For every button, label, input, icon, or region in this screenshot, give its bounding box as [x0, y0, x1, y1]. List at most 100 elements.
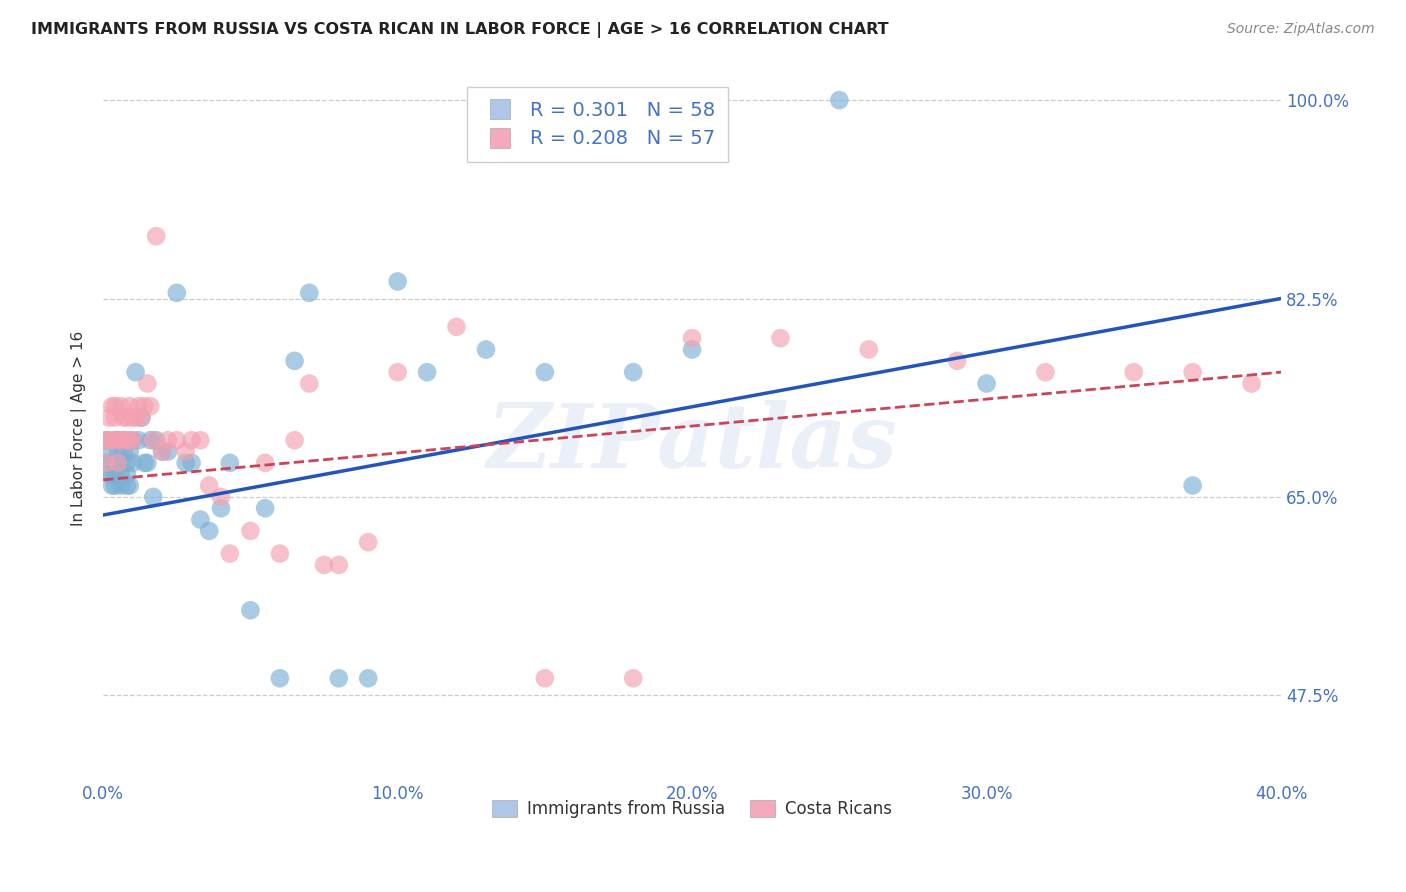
Point: [98, 434, 121, 448]
Point: [131, 410, 153, 425]
Point: [101, 399, 124, 413]
Text: Source: ZipAtlas.com: Source: ZipAtlas.com: [1227, 22, 1375, 37]
Point: [115, 434, 138, 448]
Point: [107, 434, 129, 448]
Point: [1240, 376, 1263, 391]
Point: [121, 456, 143, 470]
Point: [98, 467, 121, 482]
Point: [180, 456, 202, 470]
Point: [387, 365, 409, 379]
Point: [107, 456, 129, 470]
Point: [209, 490, 232, 504]
Point: [110, 456, 132, 470]
Point: [198, 524, 221, 538]
Point: [118, 444, 141, 458]
Point: [107, 444, 129, 458]
Point: [104, 410, 127, 425]
Point: [218, 547, 240, 561]
Point: [190, 512, 212, 526]
Point: [284, 434, 307, 448]
Point: [156, 444, 179, 458]
Legend: Immigrants from Russia, Costa Ricans: Immigrants from Russia, Costa Ricans: [485, 793, 898, 825]
Point: [110, 467, 132, 482]
Point: [139, 434, 162, 448]
Point: [107, 434, 129, 448]
Point: [118, 399, 141, 413]
Point: [254, 456, 277, 470]
Point: [328, 671, 350, 685]
Point: [121, 434, 143, 448]
Point: [416, 365, 439, 379]
Point: [136, 456, 159, 470]
Point: [142, 434, 165, 448]
Point: [239, 603, 262, 617]
Point: [681, 343, 703, 357]
Text: ZIPatlas: ZIPatlas: [486, 400, 897, 486]
Point: [96, 434, 118, 448]
Point: [104, 399, 127, 413]
Point: [96, 456, 118, 470]
Point: [145, 434, 167, 448]
Point: [101, 467, 124, 482]
Point: [124, 365, 146, 379]
Point: [131, 410, 153, 425]
Point: [180, 434, 202, 448]
Point: [298, 285, 321, 300]
Point: [269, 547, 291, 561]
Point: [104, 478, 127, 492]
Point: [1181, 365, 1204, 379]
Point: [98, 410, 121, 425]
Point: [98, 444, 121, 458]
Point: [128, 399, 150, 413]
Point: [976, 376, 998, 391]
Point: [534, 671, 557, 685]
Point: [357, 535, 380, 549]
Point: [475, 343, 498, 357]
Point: [104, 434, 127, 448]
Point: [254, 501, 277, 516]
Point: [115, 478, 138, 492]
Point: [166, 285, 188, 300]
Text: IMMIGRANTS FROM RUSSIA VS COSTA RICAN IN LABOR FORCE | AGE > 16 CORRELATION CHAR: IMMIGRANTS FROM RUSSIA VS COSTA RICAN IN…: [31, 22, 889, 38]
Point: [312, 558, 335, 572]
Point: [198, 478, 221, 492]
Point: [1122, 365, 1144, 379]
Point: [239, 524, 262, 538]
Point: [112, 434, 135, 448]
Point: [534, 365, 557, 379]
Point: [621, 365, 644, 379]
Point: [150, 444, 173, 458]
Point: [858, 343, 880, 357]
Point: [134, 399, 156, 413]
Point: [112, 410, 135, 425]
Point: [110, 478, 132, 492]
Point: [101, 434, 124, 448]
Point: [946, 354, 969, 368]
Point: [174, 444, 197, 458]
Point: [446, 319, 468, 334]
Point: [121, 434, 143, 448]
Point: [328, 558, 350, 572]
Point: [118, 434, 141, 448]
Point: [115, 410, 138, 425]
Point: [107, 456, 129, 470]
Point: [218, 456, 240, 470]
Point: [115, 467, 138, 482]
Point: [298, 376, 321, 391]
Point: [115, 456, 138, 470]
Point: [284, 354, 307, 368]
Point: [142, 490, 165, 504]
Point: [357, 671, 380, 685]
Point: [112, 434, 135, 448]
Y-axis label: In Labor Force | Age > 16: In Labor Force | Age > 16: [72, 331, 87, 526]
Point: [118, 478, 141, 492]
Point: [128, 434, 150, 448]
Point: [269, 671, 291, 685]
Point: [166, 434, 188, 448]
Point: [681, 331, 703, 345]
Point: [1035, 365, 1057, 379]
Point: [828, 93, 851, 107]
Point: [209, 501, 232, 516]
Point: [190, 434, 212, 448]
Point: [150, 444, 173, 458]
